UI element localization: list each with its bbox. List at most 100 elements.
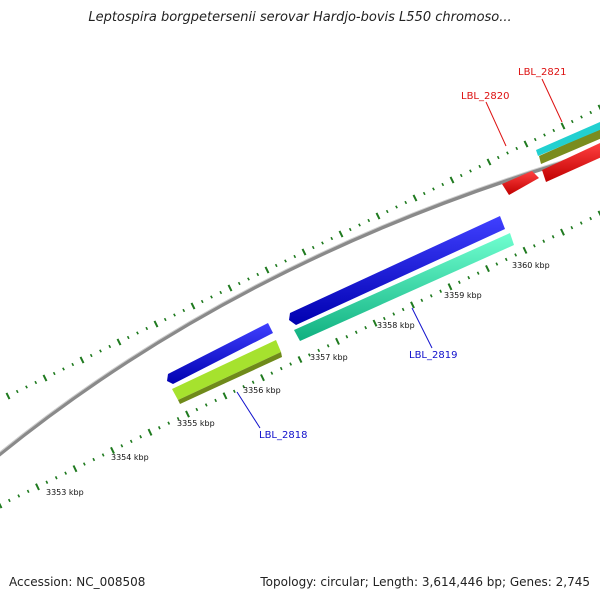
leader-lbl-2819 xyxy=(411,307,433,349)
minor-tick xyxy=(139,435,143,439)
gene-lbl-2818-reverse-shadow xyxy=(178,352,282,404)
minor-tick xyxy=(157,426,161,430)
scale-label-3357: 3357 kbp xyxy=(310,353,348,362)
scale-label-3360: 3360 kbp xyxy=(512,261,550,270)
chromosome-backbone xyxy=(0,149,600,457)
major-tick xyxy=(42,374,48,382)
minor-tick xyxy=(237,281,241,286)
major-tick xyxy=(523,140,529,148)
gene-label-lbl-2820: LBL_2820 xyxy=(461,91,509,102)
gene-lbl-2821-red xyxy=(542,143,600,182)
minor-tick xyxy=(274,263,278,268)
major-tick xyxy=(72,465,78,473)
major-tick xyxy=(116,338,122,346)
minor-tick xyxy=(214,398,218,403)
minor-tick xyxy=(62,367,65,371)
minor-tick xyxy=(364,325,368,330)
major-tick xyxy=(5,392,11,400)
scale-label-3355: 3355 kbp xyxy=(177,419,215,428)
major-tick xyxy=(597,104,600,111)
minor-tick xyxy=(580,115,583,119)
minor-tick xyxy=(345,335,349,339)
major-tick xyxy=(597,210,600,217)
minor-tick xyxy=(251,380,255,384)
minor-tick xyxy=(589,110,593,115)
minor-tick xyxy=(26,489,30,494)
minor-tick xyxy=(219,290,223,295)
minor-tick xyxy=(570,119,574,124)
minor-tick xyxy=(392,312,396,316)
minor-tick xyxy=(284,259,287,263)
scale-label-3356: 3356 kbp xyxy=(243,386,281,395)
minor-tick xyxy=(200,299,204,304)
minor-tick xyxy=(321,241,324,245)
major-tick xyxy=(335,337,340,345)
minor-tick xyxy=(432,187,435,191)
minor-tick xyxy=(25,385,28,389)
chromosome-backbone-highlight xyxy=(0,148,600,453)
minor-tick xyxy=(543,133,546,137)
minor-tick xyxy=(289,362,293,366)
minor-tick xyxy=(348,227,352,232)
major-tick xyxy=(264,266,270,274)
minor-tick xyxy=(422,191,426,196)
major-tick xyxy=(190,302,196,310)
major-tick xyxy=(297,355,303,364)
minor-tick xyxy=(145,326,149,331)
scale-label-3354: 3354 kbp xyxy=(111,453,149,462)
minor-tick xyxy=(92,457,96,462)
minor-tick xyxy=(326,344,330,348)
minor-tick xyxy=(385,209,389,214)
major-tick xyxy=(227,284,233,292)
minor-tick xyxy=(204,403,208,407)
minor-tick xyxy=(99,349,102,353)
minor-tick xyxy=(496,155,500,160)
scale-label-3353: 3353 kbp xyxy=(46,488,84,497)
minor-tick xyxy=(478,164,482,169)
major-tick xyxy=(35,483,40,491)
minor-tick xyxy=(429,294,433,298)
minor-tick xyxy=(108,344,112,349)
minor-tick xyxy=(514,253,518,257)
gene-label-lbl-2818: LBL_2818 xyxy=(259,430,307,441)
gene-lbl-2820 xyxy=(502,171,539,195)
minor-tick xyxy=(34,380,38,385)
minor-tick xyxy=(457,280,461,284)
major-tick xyxy=(485,264,490,273)
major-tick xyxy=(0,502,3,509)
minor-tick xyxy=(247,277,250,281)
major-tick xyxy=(375,212,381,220)
minor-tick xyxy=(54,476,58,480)
major-tick xyxy=(412,194,418,202)
major-tick xyxy=(560,228,565,236)
minor-tick xyxy=(195,407,199,412)
major-tick xyxy=(260,374,265,382)
minor-tick xyxy=(256,272,260,277)
major-tick xyxy=(372,319,378,327)
leader-lbl-2818 xyxy=(236,391,261,429)
leader-lbl-2820 xyxy=(485,101,507,147)
gene-label-lbl-2819: LBL_2819 xyxy=(409,350,457,361)
gene-lbl-2818-reverse xyxy=(172,340,281,400)
major-tick xyxy=(449,176,455,184)
gene-label-lbl-2821: LBL_2821 xyxy=(518,67,566,78)
minor-tick xyxy=(101,453,105,457)
minor-tick xyxy=(542,239,546,243)
minor-tick xyxy=(163,317,167,322)
minor-tick xyxy=(533,137,537,142)
minor-tick xyxy=(506,151,509,155)
minor-tick xyxy=(52,371,56,376)
minor-tick xyxy=(552,128,556,133)
map-title: Leptospira borgpetersenii serovar Hardjo… xyxy=(88,10,512,25)
minor-tick xyxy=(210,295,213,299)
minor-tick xyxy=(136,331,139,335)
minor-tick xyxy=(382,316,386,321)
minor-tick xyxy=(279,366,283,371)
major-tick xyxy=(301,248,307,256)
minor-tick xyxy=(467,275,471,280)
major-tick xyxy=(222,392,228,400)
minor-tick xyxy=(504,257,508,262)
minor-tick xyxy=(469,169,472,173)
minor-tick xyxy=(242,385,246,389)
leader-lbl-2821 xyxy=(541,78,563,123)
